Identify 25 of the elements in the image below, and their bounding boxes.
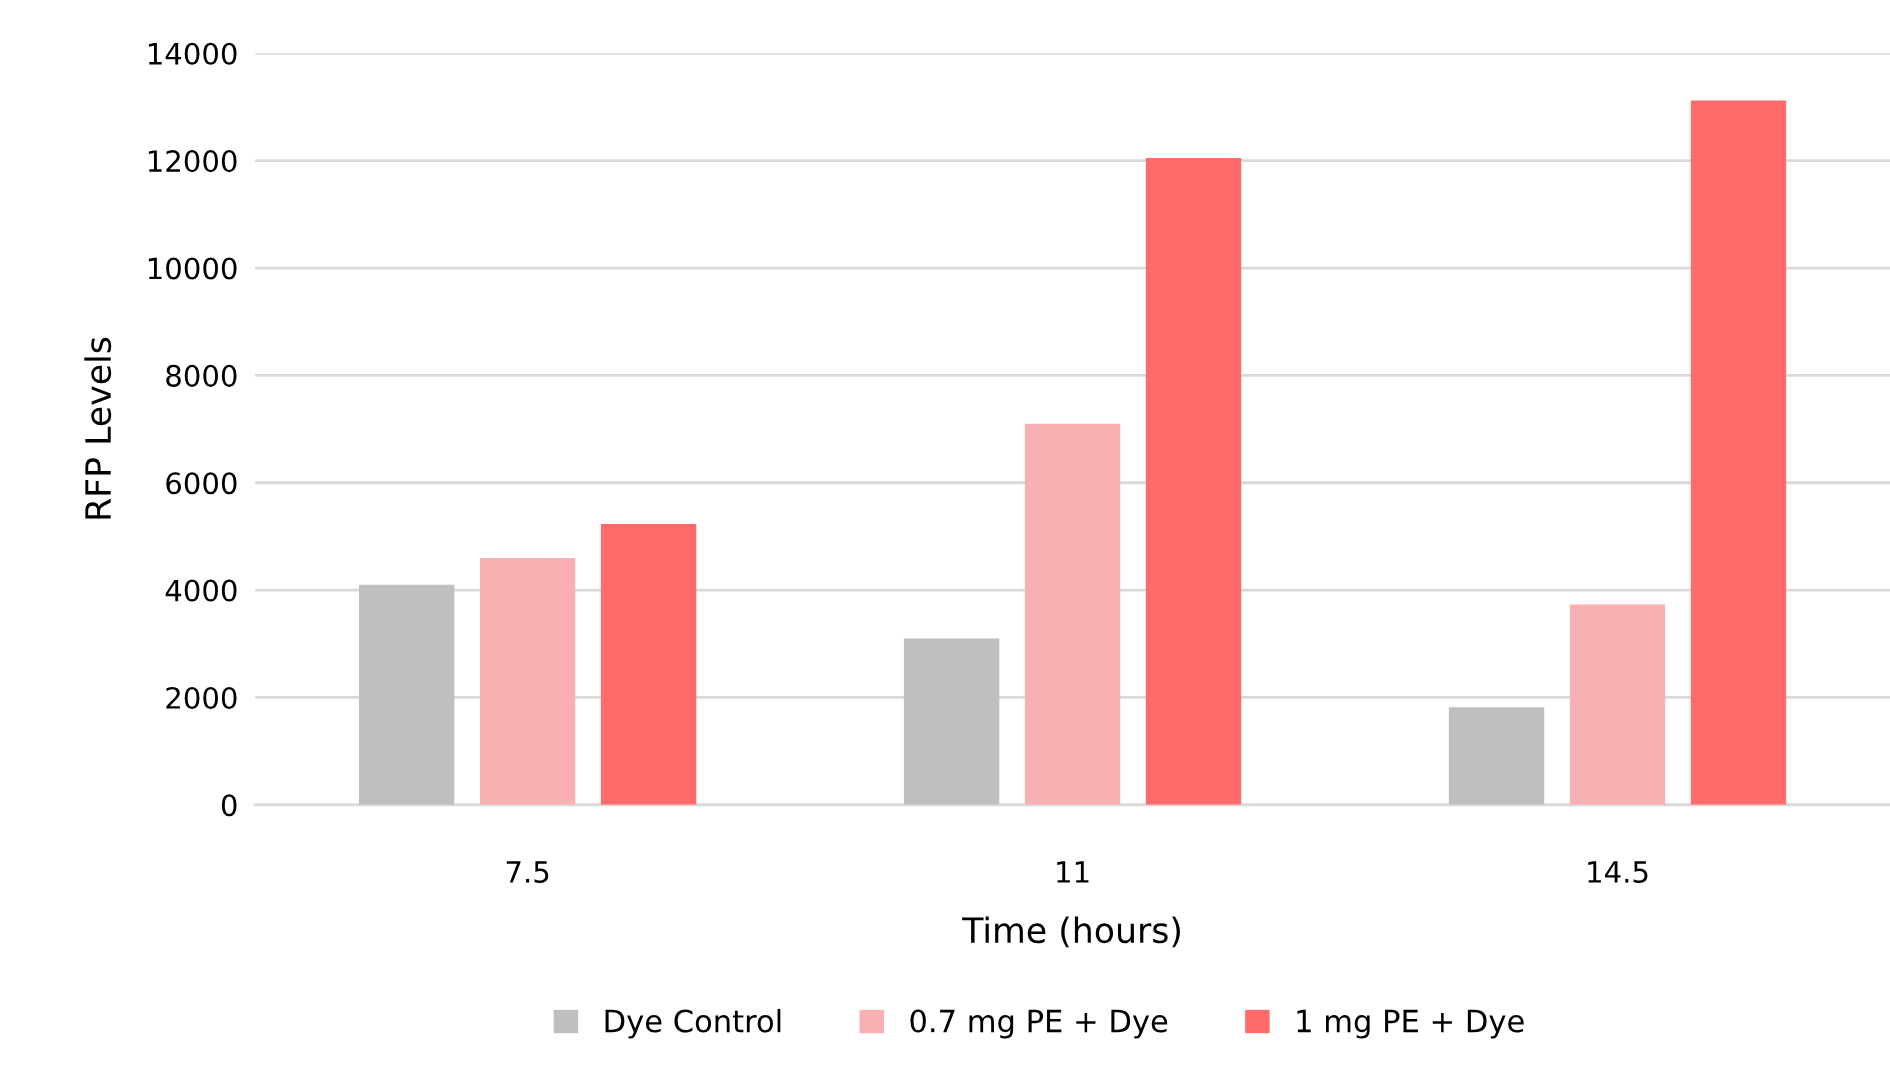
bar <box>1448 707 1545 805</box>
y-tick-label: 0 <box>221 794 237 817</box>
y-tick-label: 10000 <box>148 257 237 280</box>
bar <box>1024 423 1121 805</box>
x-tick-label: 14.5 <box>1588 861 1648 883</box>
y-tick-label: 2000 <box>166 686 237 709</box>
x-tick-label: 7.5 <box>506 861 549 883</box>
y-axis-title: RFP Levels <box>84 337 112 519</box>
bar <box>600 524 697 805</box>
x-tick-label: 11 <box>1057 861 1089 883</box>
y-tick-label: 6000 <box>166 472 237 495</box>
x-axis-title: Time (hours) <box>962 916 1180 948</box>
bar <box>479 557 576 805</box>
bar <box>358 584 455 805</box>
legend-label: 1 mg PE + Dye <box>1297 1009 1524 1039</box>
y-tick-label: 4000 <box>165 579 237 602</box>
y-tick-label: 8000 <box>166 364 237 387</box>
legend-label: 0.7 mg PE + Dye <box>910 1009 1168 1039</box>
legend-label: Dye Control <box>605 1008 781 1039</box>
bar <box>1690 100 1787 805</box>
bar <box>1145 157 1242 805</box>
bar <box>1569 604 1666 805</box>
y-tick-label: 14000 <box>148 42 237 65</box>
y-tick-label: 12000 <box>148 150 237 173</box>
bar <box>903 638 1000 805</box>
